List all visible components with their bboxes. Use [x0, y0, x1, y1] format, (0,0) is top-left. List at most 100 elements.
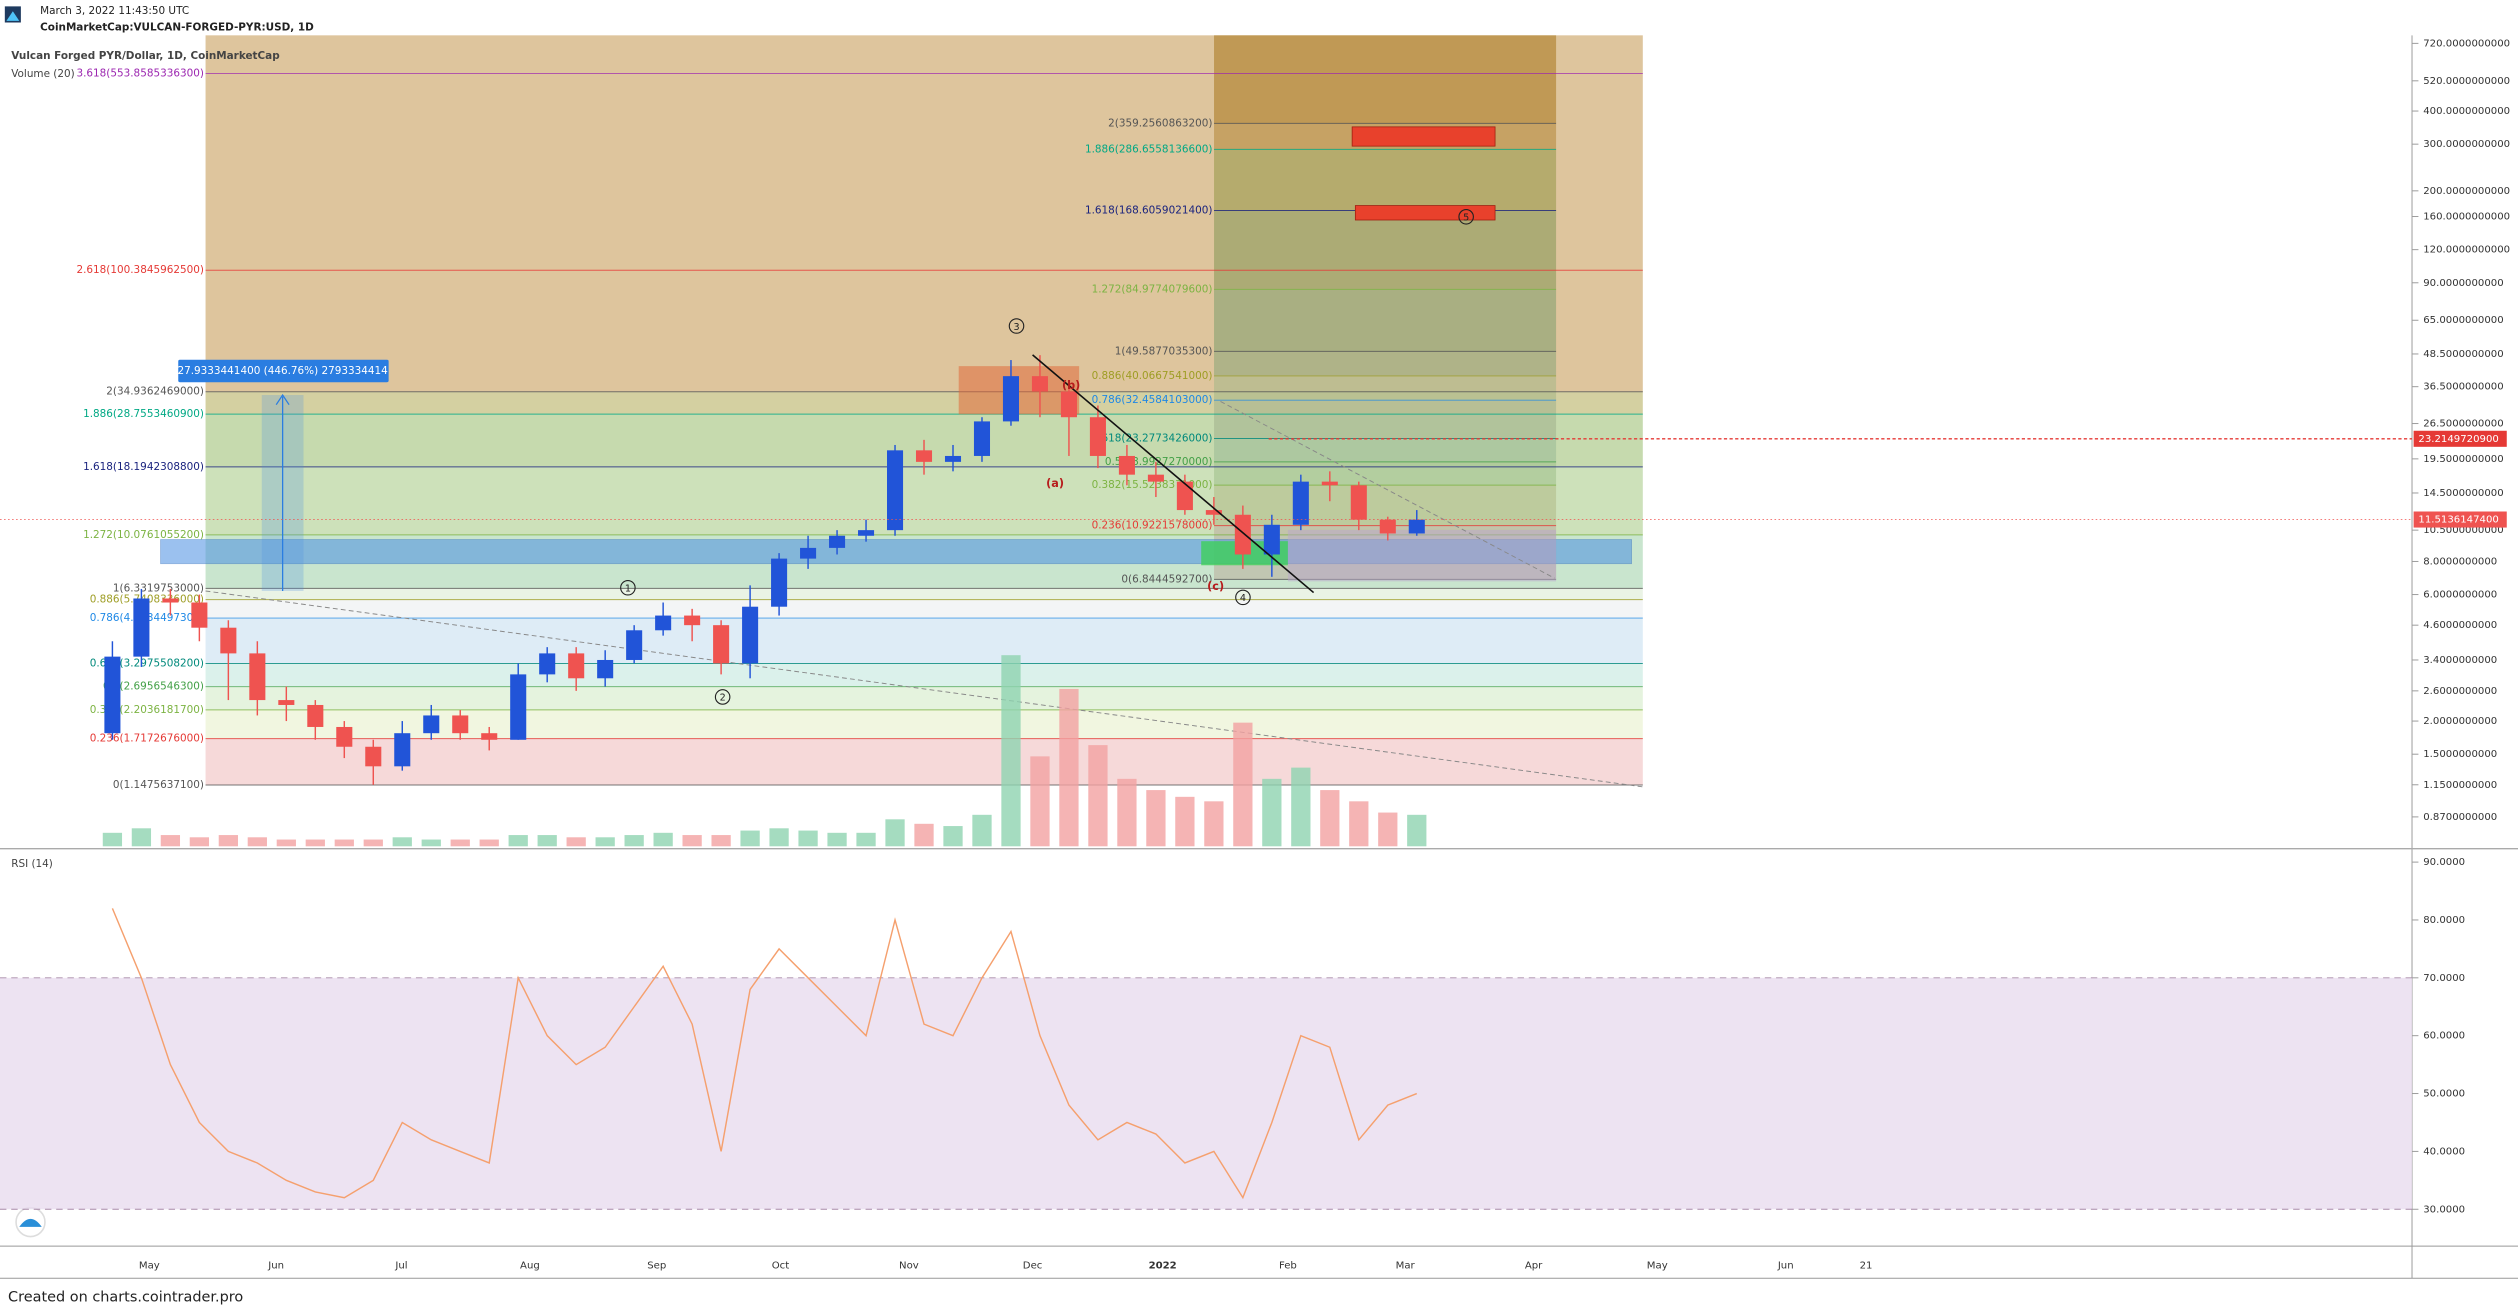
volume-bar — [1059, 688, 1079, 847]
symbol: CoinMarketCap:VULCAN-FORGED-PYR:USD, 1D — [40, 21, 314, 33]
candle-body — [278, 700, 295, 705]
volume-bar — [537, 835, 557, 847]
fib-band — [1214, 149, 1557, 211]
y-tick-label: 300.0000000000 — [2423, 139, 2510, 150]
volume-bar — [392, 837, 412, 847]
x-tick-label: May — [1647, 1260, 1668, 1271]
candle-body — [944, 455, 962, 462]
candle-body — [133, 598, 150, 657]
measure-label-bg — [178, 359, 389, 383]
volume-bar — [1001, 655, 1021, 847]
x-tick-label: May — [139, 1260, 160, 1271]
x-tick-label: Nov — [899, 1260, 919, 1271]
candle-body — [249, 653, 266, 701]
y-tick-label: 19.5000000000 — [2423, 454, 2503, 465]
volume-bar — [334, 839, 354, 847]
fib-band — [1214, 375, 1557, 401]
x-tick-label: Jul — [394, 1260, 407, 1271]
volume-bar — [1030, 756, 1050, 847]
y-tick-label: 4.6000000000 — [2423, 620, 2497, 631]
volume-bar — [102, 832, 123, 847]
candle-body — [220, 627, 237, 654]
wave-label: (b) — [1062, 379, 1080, 392]
rsi-line — [111, 908, 1418, 1200]
y-tick-label: 3.4000000000 — [2423, 655, 2497, 666]
fib-label: 1.272(10.0761055200) — [83, 529, 204, 541]
y-tick-label: 80.0000 — [2423, 915, 2465, 926]
fib-label: 1.272(84.9774079600) — [1092, 283, 1213, 295]
price-tag-label: 23.2149720900 — [2418, 434, 2498, 445]
candle-body — [394, 733, 411, 767]
measure-arrowhead — [275, 393, 290, 406]
y-tick-label: 48.5000000000 — [2423, 349, 2503, 360]
volume-bar — [1378, 812, 1398, 847]
y-tick-label: 6.0000000000 — [2423, 590, 2497, 601]
fib-band — [1214, 461, 1557, 486]
candle-body — [481, 733, 498, 740]
x-tick-label: Apr — [1525, 1260, 1543, 1271]
volume-bar — [363, 839, 383, 847]
volume-bar — [711, 835, 731, 847]
candle-body — [742, 606, 759, 664]
wave-marker — [714, 689, 731, 705]
volume-bar — [1117, 778, 1137, 847]
volume-bar — [1320, 790, 1340, 847]
fib-label: 0.786(32.4584103000) — [1092, 394, 1213, 406]
fib-band — [1214, 210, 1557, 290]
volume-bar — [740, 830, 760, 847]
volume-bar — [247, 837, 267, 847]
fib-label: 0.236(10.9221578000) — [1092, 520, 1213, 532]
fib-label: 0.5(2.6956546300) — [103, 681, 204, 693]
candle-body — [162, 598, 179, 603]
fib-label: 1.618(18.1942308800) — [83, 461, 204, 473]
fib-label: 0(1.1475637100) — [113, 779, 204, 791]
y-tick-label: 10.5000000000 — [2423, 525, 2503, 536]
chart-title: Vulcan Forged PYR/Dollar, 1D, CoinMarket… — [11, 50, 279, 62]
volume-bar — [1146, 790, 1166, 847]
fib-label: 2(359.2560863200) — [1108, 117, 1212, 129]
candle-body — [597, 659, 614, 679]
wave-marker — [1008, 318, 1025, 334]
fib-label: 1.618(168.6059021400) — [1085, 205, 1212, 217]
y-tick-label: 2.0000000000 — [2423, 716, 2497, 727]
fib-band — [1214, 35, 1557, 124]
volume-bar — [1204, 801, 1224, 847]
y-tick-label: 0.8700000000 — [2423, 812, 2497, 823]
fib-label: 0.618(23.2773426000) — [1092, 432, 1213, 444]
fib-band — [1214, 438, 1557, 462]
candle-body — [365, 746, 382, 767]
candle-body — [1408, 519, 1425, 534]
price-tag — [2413, 511, 2507, 528]
candle-body — [887, 450, 904, 531]
candle-body — [1002, 376, 1020, 422]
rsi-title: RSI (14) — [11, 858, 53, 870]
fib-label: 3.618(553.8585336300) — [76, 68, 203, 80]
wave-label: (c) — [1207, 580, 1224, 593]
candle-body — [1205, 510, 1222, 515]
candle-body — [684, 615, 701, 626]
trend-line — [1220, 401, 1555, 579]
x-tick-label: Feb — [1279, 1260, 1297, 1271]
fib-band — [1214, 400, 1557, 439]
target-box — [1351, 126, 1496, 147]
wave-label: 3 — [1013, 322, 1019, 333]
y-tick-label: 720.0000000000 — [2423, 38, 2510, 49]
candle-body — [626, 630, 643, 660]
fib-label: 1(49.5877035300) — [1115, 345, 1213, 357]
y-tick-label: 8.0000000000 — [2423, 556, 2497, 567]
y-tick-label: 26.5000000000 — [2423, 419, 2503, 430]
y-tick-label: 36.5000000000 — [2423, 382, 2503, 393]
volume-bar — [189, 837, 210, 847]
volume-bar — [160, 835, 181, 847]
y-tick-label: 1.1500000000 — [2423, 780, 2497, 791]
fib-label: 0(6.8444592700) — [1121, 573, 1212, 585]
price-tag — [2413, 430, 2507, 447]
wave-label: 2 — [720, 693, 726, 704]
volume-bar — [769, 828, 789, 847]
candle-body — [771, 558, 788, 607]
volume-bar — [218, 835, 238, 847]
fib-label: 1(6.3319753000) — [113, 582, 204, 594]
wave-label: 5 — [1463, 213, 1469, 224]
y-tick-label: 90.0000 — [2423, 857, 2465, 868]
volume-bar — [885, 819, 905, 847]
